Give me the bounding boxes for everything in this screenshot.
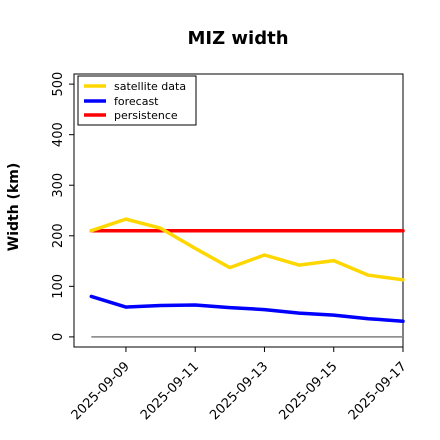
x-tick-label: 2025-09-15 — [277, 359, 341, 423]
x-tick-label: 2025-09-13 — [207, 359, 271, 423]
x-tick-label: 2025-09-11 — [138, 359, 202, 423]
chart-title: MIZ width — [187, 28, 288, 49]
legend: satellite data forecast persistence — [77, 75, 197, 126]
y-tick-label: 400 — [51, 122, 66, 147]
y-ticks: 0 100 200 300 400 500 — [51, 72, 74, 341]
series-line-satellite-data — [89, 217, 405, 282]
x-ticks: 2025-09-09 2025-09-11 2025-09-13 2025-09-15… — [69, 347, 410, 423]
series-layer — [89, 217, 405, 323]
y-axis-label: Width (km) — [6, 163, 22, 252]
y-tick-label: 100 — [51, 274, 66, 299]
plot-frame — [73, 73, 404, 348]
y-tick-label: 500 — [51, 72, 66, 97]
legend-label-satellite: satellite data — [114, 80, 186, 93]
y-tick-label: 0 — [51, 333, 66, 341]
series-line-forecast — [89, 294, 405, 323]
y-tick-label: 200 — [51, 223, 66, 248]
x-tick-label: 2025-09-17 — [346, 359, 410, 423]
legend-label-persistence: persistence — [114, 109, 178, 122]
legend-label-forecast: forecast — [114, 95, 159, 108]
y-tick-label: 300 — [51, 173, 66, 198]
x-tick-label: 2025-09-09 — [69, 359, 133, 423]
